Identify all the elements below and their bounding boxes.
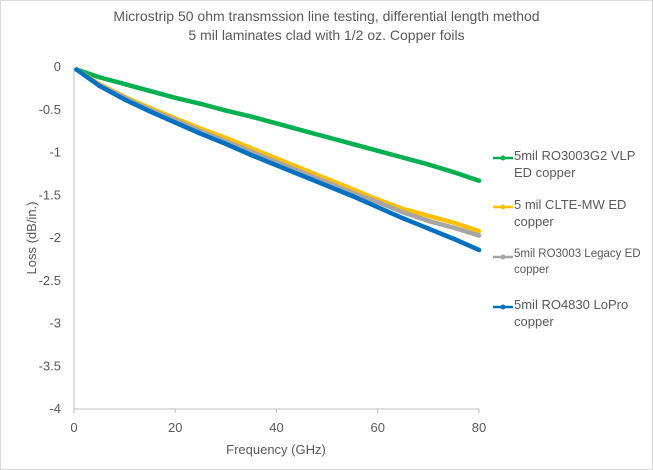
data-point [426, 226, 431, 231]
data-point [122, 97, 127, 102]
data-point [198, 101, 203, 106]
y-tick-label: -0.5 [39, 102, 61, 117]
y-tick-label: -1.5 [39, 187, 61, 202]
series-3 [74, 67, 482, 253]
series-line [74, 67, 482, 234]
chart-title: Microstrip 50 ohm transmssion line testi… [113, 8, 540, 24]
data-point [476, 228, 482, 234]
axes: 0 -0.5 -1 -1.5 -2 -2.5 -3 -3.5 -4 0 20 40 60 80 [39, 59, 487, 435]
y-tick-label: -2.5 [39, 273, 61, 288]
data-point [350, 141, 355, 147]
data-point [248, 152, 254, 158]
series-layer [74, 67, 482, 253]
data-point [299, 173, 305, 178]
legend-label-ro3003g2: 5mil RO3003G2 VLP ED copper [514, 148, 636, 180]
data-point [350, 193, 355, 199]
series-0 [74, 67, 482, 183]
legend-label-ro4830: 5mil RO4830 LoPro copper [514, 297, 629, 329]
data-point [324, 183, 330, 189]
data-point [223, 108, 229, 113]
y-tick-label: 0 [54, 59, 61, 74]
data-point [324, 134, 330, 140]
legend-label-ro3003-legacy: 5mil RO3003 Legacy ED copper [514, 248, 641, 276]
series-1 [74, 67, 482, 234]
data-point [248, 114, 254, 119]
legend-swatch-ro3003-legacy [493, 254, 513, 260]
data-point [147, 109, 153, 114]
data-point [426, 162, 431, 167]
data-point [97, 83, 102, 89]
x-tick-label: 80 [472, 420, 486, 435]
data-point [451, 225, 456, 230]
data-point [274, 163, 279, 168]
data-point [74, 67, 79, 72]
x-axis-label: Frequency (GHz) [226, 442, 326, 457]
data-point [400, 216, 406, 221]
legend-label-clte-mw: 5 mil CLTE-MW ED copper [514, 197, 627, 229]
y-tick-label: -3 [49, 316, 61, 331]
x-tick-label: 0 [70, 420, 77, 435]
x-tick-label: 20 [168, 420, 182, 435]
data-point [97, 75, 102, 80]
data-point [476, 178, 482, 183]
data-point [173, 95, 178, 100]
data-point [426, 213, 431, 218]
data-point [426, 218, 431, 224]
x-tick-label: 60 [371, 420, 385, 435]
data-point [451, 169, 456, 175]
data-point [375, 205, 380, 210]
data-point [173, 120, 178, 125]
y-axis-label: Loss (dB/in.) [24, 202, 39, 275]
data-point [299, 128, 305, 133]
data-point [375, 148, 380, 153]
data-point [147, 88, 153, 94]
legend-swatch-clte-mw [493, 204, 513, 210]
y-tick-label: -2 [49, 230, 61, 245]
data-point [476, 247, 482, 253]
y-tick-label: -4 [49, 401, 61, 416]
y-tick-label: -3.5 [39, 358, 61, 373]
data-point [451, 236, 456, 242]
data-point [400, 210, 406, 215]
data-point [451, 220, 456, 225]
legend-swatch-ro3003g2 [493, 155, 513, 161]
x-tick-label: 40 [269, 420, 283, 435]
data-point [476, 233, 482, 238]
data-point [223, 141, 229, 147]
data-point [400, 155, 406, 160]
data-point [375, 199, 380, 205]
data-point [122, 81, 127, 87]
data-point [274, 121, 279, 126]
series-line [74, 67, 482, 238]
legend-swatch-ro4830 [493, 304, 513, 310]
chart-subtitle: 5 mil laminates clad with 1/2 oz. Copper… [188, 27, 465, 43]
data-point [198, 131, 203, 136]
y-tick-label: -1 [49, 145, 61, 160]
